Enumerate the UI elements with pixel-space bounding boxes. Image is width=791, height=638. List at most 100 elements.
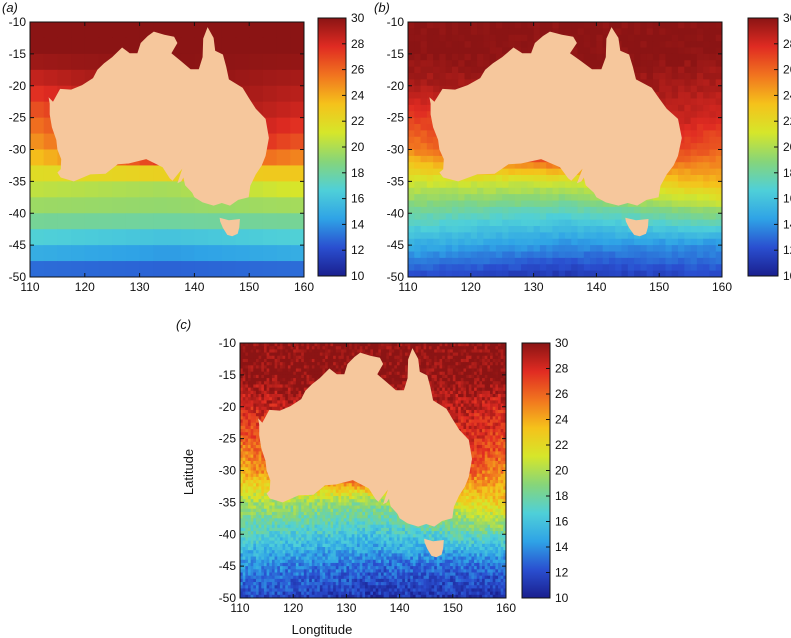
sst-cell — [596, 232, 604, 240]
sst-cell — [414, 28, 422, 36]
y-tick-label: -25 — [9, 111, 27, 125]
sst-cell — [399, 387, 403, 392]
sst-cell — [426, 85, 434, 93]
sst-cell — [423, 349, 427, 354]
sst-cell — [414, 111, 422, 119]
sst-cell — [240, 397, 244, 401]
sst-cell — [502, 219, 510, 227]
sst-cell — [242, 352, 246, 357]
sst-cell — [527, 168, 535, 176]
sst-cell — [458, 346, 462, 350]
sst-cell — [608, 238, 616, 246]
sst-cell — [596, 270, 604, 277]
sst-cell — [71, 53, 86, 71]
sst-cell — [420, 257, 428, 265]
sst-cell — [482, 397, 486, 401]
sst-cell — [483, 200, 491, 208]
sst-cell — [445, 22, 453, 29]
sst-cell — [433, 60, 440, 68]
sst-cell — [433, 187, 440, 195]
sst-cell — [408, 117, 415, 125]
sst-cell — [539, 226, 547, 233]
sst-cell — [460, 406, 465, 411]
sst-cell — [263, 378, 268, 382]
sst-cell — [652, 47, 660, 55]
sst-cell — [354, 349, 358, 354]
sst-cell — [527, 245, 535, 253]
sst-cell — [463, 346, 467, 350]
sst-cell — [436, 378, 441, 382]
sst-cell — [684, 143, 692, 151]
sst-cell — [290, 85, 304, 103]
sst-cell — [684, 175, 692, 182]
sst-cell — [495, 358, 499, 363]
sst-cell — [439, 66, 447, 74]
sst-cell — [408, 251, 415, 259]
sst-cell — [671, 245, 679, 253]
colorbar-tick-label: 16 — [783, 192, 791, 206]
sst-cell — [458, 270, 466, 277]
sst-cell — [458, 194, 466, 202]
sst-cell — [303, 371, 308, 376]
sst-cell — [659, 85, 667, 93]
sst-cell — [470, 270, 478, 277]
sst-cell — [527, 264, 535, 272]
sst-cell — [333, 352, 337, 357]
sst-cell — [490, 381, 494, 386]
sst-cell — [583, 257, 591, 265]
sst-cell — [258, 384, 262, 389]
sst-cell — [533, 245, 541, 253]
sst-cell — [489, 47, 497, 55]
sst-cell — [255, 358, 260, 363]
sst-cell — [458, 406, 462, 411]
sst-cell — [436, 346, 441, 350]
sst-cell — [608, 226, 616, 233]
sst-cell — [464, 73, 472, 80]
sst-cell — [463, 365, 467, 370]
sst-cell — [84, 181, 100, 198]
sst-cell — [414, 79, 422, 87]
sst-cell — [303, 358, 308, 363]
sst-cell — [266, 349, 270, 354]
sst-cell — [394, 387, 398, 392]
colorbar-tick-label: 18 — [351, 166, 365, 180]
sst-cell — [317, 343, 321, 347]
sst-cell — [665, 251, 673, 259]
sst-cell — [671, 60, 679, 68]
sst-cell — [282, 362, 286, 366]
sst-cell — [447, 400, 451, 405]
sst-cell — [474, 374, 478, 379]
sst-cell — [539, 200, 547, 208]
sst-cell — [696, 168, 704, 176]
sst-cell — [269, 371, 273, 376]
sst-cell — [684, 79, 692, 87]
sst-cell — [471, 355, 475, 360]
sst-cell — [57, 181, 72, 198]
sst-cell — [464, 270, 472, 277]
sst-cell — [276, 181, 291, 198]
sst-cell — [621, 22, 629, 29]
sst-cell — [495, 352, 499, 357]
sst-cell — [495, 381, 499, 386]
sst-cell — [314, 371, 318, 376]
sst-cell — [287, 343, 292, 347]
sst-cell — [447, 384, 451, 389]
sst-cell — [439, 358, 443, 363]
sst-cell — [439, 378, 443, 382]
sst-cell — [665, 47, 673, 55]
sst-cell — [487, 349, 491, 354]
sst-cell — [298, 397, 302, 401]
sst-cell — [84, 53, 100, 71]
sst-cell — [423, 368, 427, 373]
sst-cell — [495, 200, 503, 208]
sst-cell — [495, 28, 503, 36]
sst-cell — [458, 251, 466, 259]
sst-cell — [420, 98, 428, 106]
sst-cell — [487, 400, 491, 405]
sst-cell — [634, 213, 641, 221]
sst-cell — [452, 409, 457, 414]
sst-cell — [112, 165, 127, 182]
sst-cell — [277, 371, 281, 376]
sst-cell — [420, 226, 428, 233]
sst-cell — [442, 378, 446, 382]
